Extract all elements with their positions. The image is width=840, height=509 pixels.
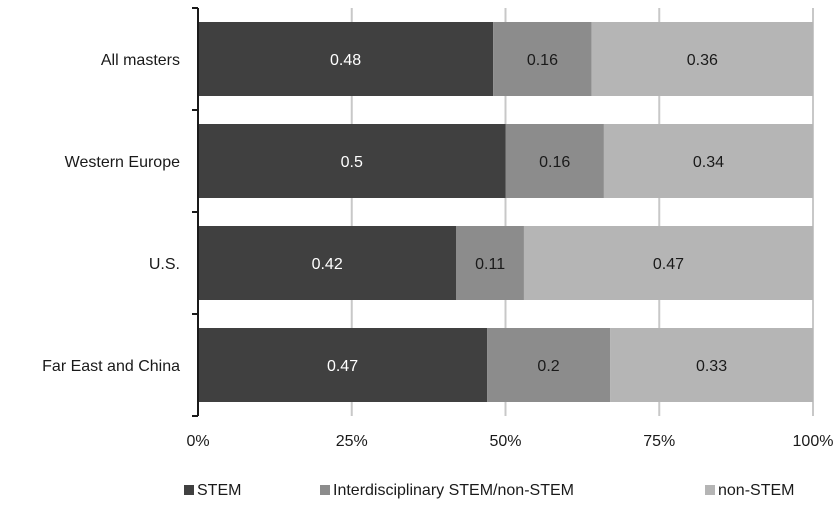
legend-label: STEM [197,482,241,499]
data-label: 0.48 [330,52,361,69]
data-label: 0.16 [527,52,558,69]
category-label: Western Europe [65,154,180,171]
legend-label: Interdisciplinary STEM/non-STEM [333,482,574,499]
x-tick-label: 50% [489,433,521,450]
data-label: 0.36 [687,52,718,69]
data-label: 0.33 [696,358,727,375]
data-label: 0.2 [537,358,559,375]
bar-segment [591,22,813,96]
data-label: 0.42 [312,256,343,273]
bar-segment [487,328,611,402]
data-label: 0.11 [475,256,505,273]
data-label: 0.47 [327,358,358,375]
bar-segment [523,226,813,300]
bar-segment [610,328,813,402]
bar-segment [198,124,506,198]
data-label: 0.5 [341,154,363,171]
x-tick-label: 75% [643,433,675,450]
category-label: Far East and China [42,358,180,375]
category-label: U.S. [149,256,180,273]
bar-segment [456,226,524,300]
legend-swatch [184,485,194,495]
bar-segment [198,328,488,402]
x-tick-label: 25% [336,433,368,450]
bar-segment [198,226,457,300]
data-label: 0.34 [693,154,724,171]
bar-segment [603,124,813,198]
data-label: 0.47 [653,256,684,273]
bar-segment [505,124,604,198]
data-label: 0.16 [539,154,570,171]
legend: STEM Interdisciplinary STEM/non-STEM non-S… [184,482,794,499]
legend-swatch [705,485,715,495]
x-tick-label: 0% [186,433,209,450]
legend-swatch [320,485,330,495]
legend-label: non-STEM [718,482,794,499]
x-tick-label: 100% [793,433,834,450]
bars: 0.48 0.16 0.36 0.5 0.16 0.34 0.42 0.11 0.47 0.47 0… [198,22,813,402]
category-label: All masters [101,52,180,69]
bar-segment [198,22,494,96]
axes: All masters Western Europe U.S. Far East an… [42,7,834,450]
bar-segment [493,22,592,96]
